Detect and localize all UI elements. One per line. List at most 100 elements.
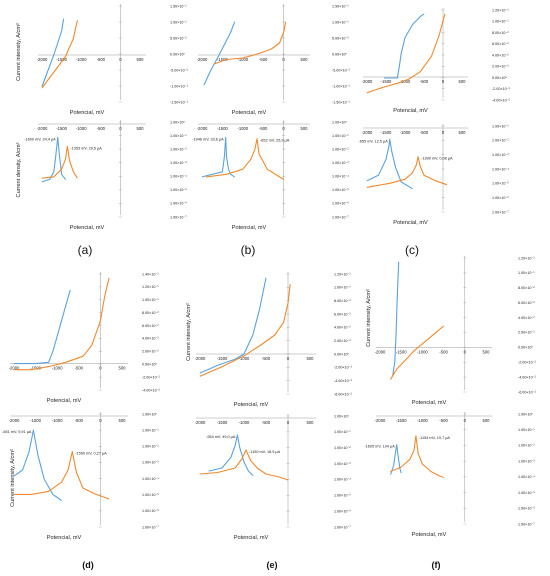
x-tick-label: -2000 [37, 126, 48, 131]
data-point-orange [250, 158, 252, 160]
data-point-orange [404, 178, 406, 180]
data-point-blue [243, 353, 245, 355]
data-point-orange [61, 481, 62, 483]
data-point-blue [252, 475, 254, 476]
x-tick-label: 0 [99, 418, 102, 423]
data-point-orange [48, 491, 49, 492]
data-point-blue [265, 277, 267, 279]
y-tick-label: -1.00×10⁻¹ [332, 84, 351, 88]
data-point-orange [289, 283, 291, 285]
y-tick-label: 2.00×10⁻² [142, 350, 159, 354]
x-tick-label: 0 [282, 126, 285, 131]
data-point-orange [17, 369, 19, 371]
y-tick-label: 1.00×10⁻⁷ [332, 215, 349, 219]
data-point-blue [65, 305, 67, 306]
x-tick-label: -1500 [56, 57, 67, 62]
data-point-blue [237, 434, 238, 436]
y-tick-label: 1.00×10⁻⁴ [332, 175, 349, 179]
series-line-blue [366, 138, 413, 190]
x-tick-label: -500 [262, 420, 271, 425]
data-point-orange [76, 20, 78, 21]
data-point-orange [366, 186, 368, 188]
y-tick-label: 1.00×10⁻¹ [142, 428, 159, 432]
series-line-blue [203, 21, 236, 86]
x-tick-label: -500 [75, 418, 84, 423]
data-point-blue [388, 145, 390, 147]
data-point-orange [108, 498, 110, 500]
data-point-orange [205, 176, 207, 178]
y-tick-label: 1.20×10⁻¹ [492, 8, 509, 12]
data-point-blue [391, 150, 393, 152]
series-line-orange [206, 138, 284, 180]
x-tick-label: 0 [119, 57, 122, 62]
y-tick-label: 1.20×10⁻¹ [334, 272, 351, 276]
series-line-blue [41, 18, 65, 87]
data-point-blue [22, 469, 23, 471]
data-point-orange [271, 48, 272, 50]
y-tick-label: 6.00×10⁻² [492, 42, 509, 46]
x-tick-label: -1000 [76, 57, 87, 62]
y-tick-label: 0.00×10⁰ [492, 76, 507, 80]
x-axis-label: Potencial, mV [70, 110, 105, 116]
data-point-orange [422, 463, 423, 465]
x-tick-label: -2000 [195, 356, 206, 361]
data-point-blue [59, 156, 60, 157]
data-point-blue [378, 174, 379, 176]
y-tick-label: 1.00×10⁻⁶ [142, 509, 159, 513]
data-point-orange [435, 180, 436, 182]
y-tick-label: 1.00×10⁰ [518, 412, 533, 416]
y-axis-label: Current density, A/cm² [16, 142, 22, 197]
data-point-orange [65, 56, 66, 57]
data-point-blue [399, 468, 401, 469]
x-axis-label: Potencial, mV [47, 398, 82, 404]
data-point-orange [57, 66, 59, 68]
data-point-orange [234, 467, 236, 469]
data-point-blue [53, 54, 55, 56]
data-point-orange [76, 177, 78, 179]
data-point-orange [409, 459, 411, 460]
data-point-orange [217, 472, 218, 473]
x-tick-label: -2000 [362, 130, 373, 135]
data-point-blue [234, 445, 236, 446]
data-point-orange [283, 32, 284, 33]
series-line-orange [41, 145, 78, 179]
y-tick-label: 1.00×10⁻² [518, 444, 535, 448]
y-tick-label: 8.00×10⁻² [518, 286, 535, 290]
data-point-orange [48, 366, 49, 367]
series-line-orange [390, 325, 444, 380]
data-point-orange [430, 336, 432, 338]
data-point-blue [203, 84, 205, 86]
y-tick-label: 1.00×10⁻¹ [170, 20, 187, 24]
y-tick-label: 1.00×10⁻² [332, 147, 349, 151]
series-line-blue [13, 429, 62, 501]
series-line-blue [384, 13, 425, 79]
x-axis-label: Potencial, mV [393, 220, 428, 226]
x-tick-label: 500 [137, 126, 145, 131]
data-point-blue [61, 30, 62, 32]
data-point-blue [400, 181, 402, 183]
y-tick-label: -4.00×10⁻² [334, 379, 353, 383]
data-point-orange [104, 295, 106, 297]
data-point-orange [278, 476, 280, 478]
y-tick-label: -2.00×10⁻² [142, 375, 161, 379]
x-tick-label: -1000 [417, 418, 428, 423]
annotation-label: -1946 mV, 33,6 µA [192, 137, 224, 141]
y-tick-label: -5.00×10⁻² [332, 68, 351, 72]
y-tick-label: 5.00×10⁻² [170, 36, 187, 40]
data-point-blue [61, 500, 62, 501]
data-point-blue [400, 472, 402, 474]
data-point-orange [76, 472, 77, 474]
series-line-blue [201, 136, 235, 178]
y-tick-label: 1.00×10⁻⁴ [170, 175, 187, 179]
data-point-orange [73, 171, 74, 173]
data-point-blue [49, 179, 51, 180]
x-tick-label: 0 [287, 420, 290, 425]
y-tick-label: 4.00×10⁻² [492, 53, 509, 57]
annotation-label: -1605 mV, 104 µA [364, 445, 395, 449]
data-point-orange [443, 477, 444, 478]
x-tick-label: 0 [464, 349, 467, 354]
x-tick-label: -1500 [217, 420, 228, 425]
data-point-blue [225, 137, 227, 138]
data-point-orange [65, 158, 66, 160]
series-line-orange [14, 451, 110, 500]
